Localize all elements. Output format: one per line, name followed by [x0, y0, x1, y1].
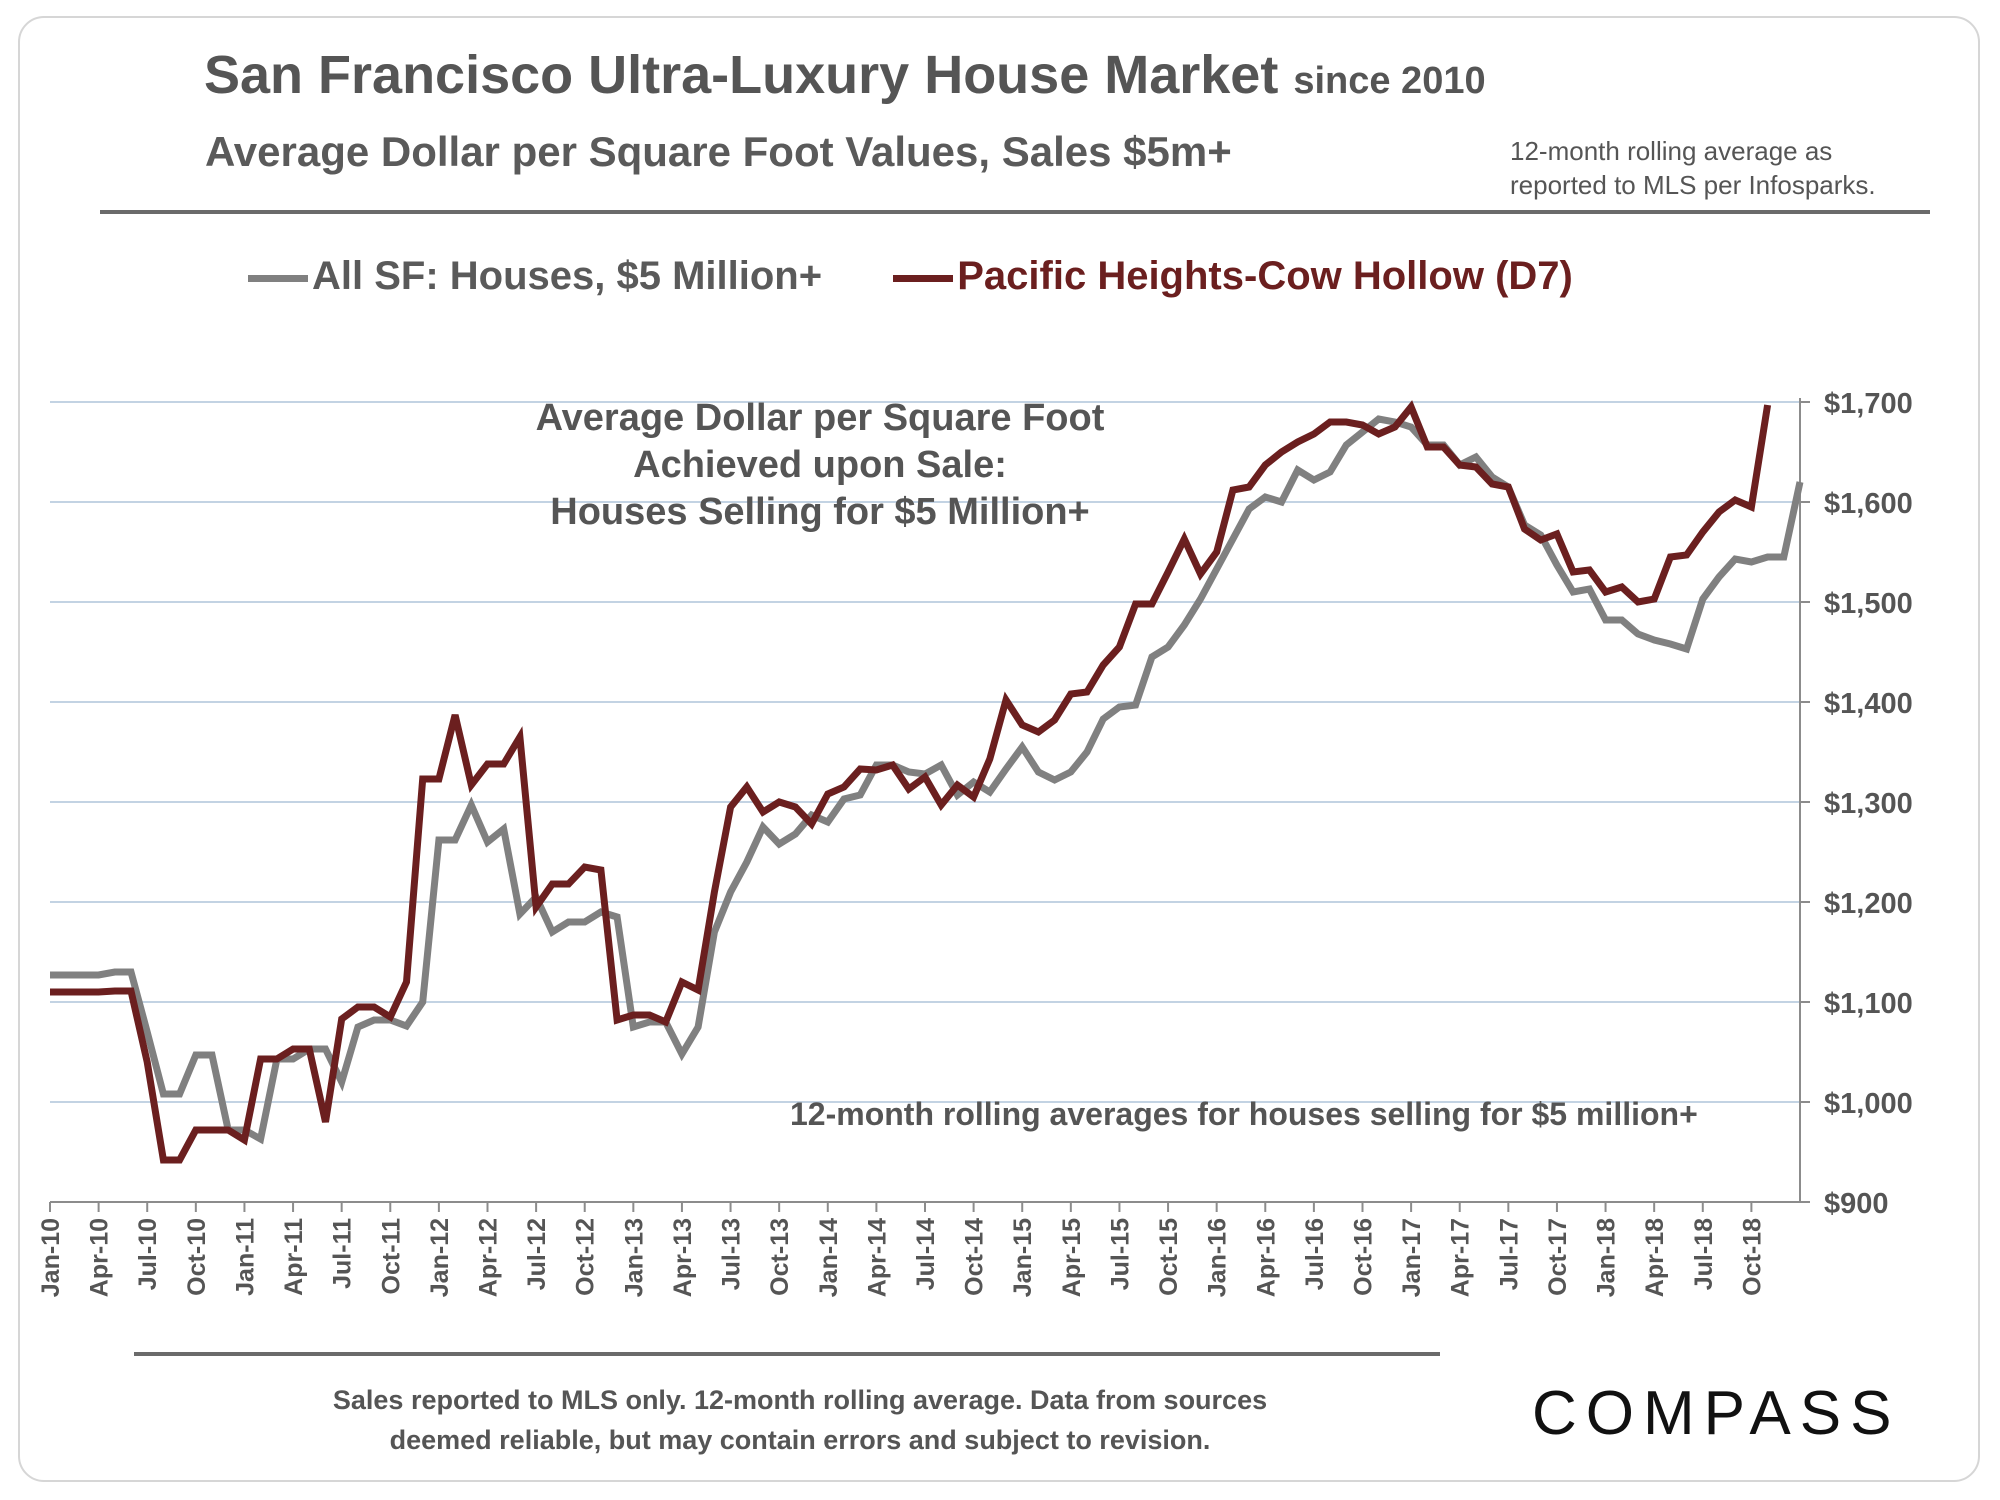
- footer-disclaimer: Sales reported to MLS only. 12-month rol…: [250, 1380, 1350, 1460]
- x-tick-label: Apr-13: [669, 1218, 697, 1297]
- x-tick-label: Jan-10: [37, 1218, 65, 1297]
- x-tick-label: Jan-11: [231, 1218, 259, 1296]
- x-tick-label: Jan-15: [1009, 1218, 1037, 1297]
- source-note-line1: 12-month rolling average as: [1510, 136, 1833, 166]
- y-tick-label: $1,100: [1824, 988, 1913, 1020]
- x-tick-label: Jul-13: [718, 1218, 746, 1290]
- annotation-main-line1: Average Dollar per Square Foot: [535, 397, 1105, 439]
- x-tick-label: Jul-11: [329, 1218, 357, 1289]
- x-tick-label: Jan-14: [815, 1218, 843, 1297]
- x-tick-label: Jul-10: [134, 1218, 162, 1290]
- footer-line2: deemed reliable, but may contain errors …: [389, 1425, 1211, 1455]
- legend-item-d7: Pacific Heights-Cow Hollow (D7): [893, 254, 1573, 299]
- y-tick-label: $1,500: [1824, 588, 1913, 620]
- x-tick-label: Oct-13: [766, 1218, 794, 1296]
- legend-label-all-sf: All SF: Houses, $5 Million+: [312, 253, 823, 298]
- y-tick-label: $1,000: [1824, 1088, 1913, 1120]
- footer-divider: [134, 1352, 1440, 1356]
- x-tick-label: Jul-12: [523, 1218, 551, 1290]
- legend-swatch-all-sf: [248, 274, 308, 282]
- x-tick-label: Apr-14: [863, 1218, 891, 1297]
- legend-swatch-d7: [893, 274, 954, 282]
- x-tick-label: Oct-16: [1350, 1218, 1378, 1296]
- x-tick-label: Oct-10: [183, 1218, 211, 1296]
- y-tick-label: $900: [1824, 1188, 1889, 1220]
- x-tick-label: Apr-17: [1447, 1218, 1475, 1297]
- annotation-main-line2: Achieved upon Sale:: [633, 444, 1007, 486]
- legend-item-all-sf: All SF: Houses, $5 Million+: [248, 254, 822, 299]
- x-tick-label: Apr-16: [1252, 1218, 1280, 1297]
- chart-title: San Francisco Ultra-Luxury House Market …: [204, 45, 1486, 105]
- x-tick-label: Jan-17: [1398, 1218, 1426, 1297]
- chart-annotation-rolling: 12-month rolling averages for houses sel…: [790, 1096, 1698, 1132]
- x-tick-label: Apr-12: [475, 1218, 503, 1297]
- x-tick-label: Oct-14: [961, 1218, 989, 1296]
- y-tick-label: $1,200: [1824, 888, 1913, 920]
- compass-logo: COMPASS: [1532, 1379, 1901, 1448]
- chart-legend: All SF: Houses, $5 Million+ Pacific Heig…: [248, 252, 1573, 299]
- x-tick-label: Apr-10: [86, 1218, 114, 1297]
- x-tick-label: Apr-15: [1058, 1218, 1086, 1297]
- x-tick-label: Jul-17: [1495, 1218, 1523, 1290]
- x-tick-label: Oct-11: [377, 1218, 405, 1295]
- x-tick-label: Oct-18: [1738, 1218, 1766, 1296]
- x-tick-label: Jul-16: [1301, 1218, 1329, 1290]
- y-tick-label: $1,700: [1824, 388, 1913, 420]
- annotation-main-line3: Houses Selling for $5 Million+: [550, 491, 1090, 533]
- y-tick-label: $1,600: [1824, 488, 1913, 520]
- card-frame: [18, 16, 1980, 1482]
- x-tick-label: Jan-18: [1593, 1218, 1621, 1297]
- footer-line1: Sales reported to MLS only. 12-month rol…: [332, 1385, 1268, 1415]
- x-tick-label: Oct-17: [1544, 1218, 1572, 1296]
- x-tick-label: Apr-11: [280, 1218, 308, 1296]
- source-note: 12-month rolling average as reported to …: [1510, 134, 1950, 202]
- legend-label-d7: Pacific Heights-Cow Hollow (D7): [957, 253, 1573, 298]
- source-note-line2: reported to MLS per Infosparks.: [1510, 170, 1876, 200]
- chart-subtitle: Average Dollar per Square Foot Values, S…: [205, 128, 1232, 175]
- chart-annotation-main: Average Dollar per Square Foot Achieved …: [485, 395, 1155, 536]
- x-tick-label: Jul-14: [912, 1218, 940, 1290]
- x-tick-label: Apr-18: [1641, 1218, 1669, 1297]
- x-tick-label: Oct-12: [572, 1218, 600, 1296]
- title-since: since 2010: [1293, 60, 1486, 102]
- x-tick-label: Jan-16: [1204, 1218, 1232, 1297]
- series-line-d7: [50, 400, 1772, 1164]
- header-divider: [100, 210, 1930, 214]
- x-tick-label: Oct-15: [1155, 1218, 1183, 1296]
- x-tick-label: Jul-18: [1690, 1218, 1718, 1290]
- x-tick-label: Jan-12: [426, 1218, 454, 1297]
- x-tick-label: Jan-13: [620, 1218, 648, 1297]
- x-tick-label: Jul-15: [1106, 1218, 1134, 1290]
- y-tick-label: $1,400: [1824, 688, 1913, 720]
- y-tick-label: $1,300: [1824, 788, 1913, 820]
